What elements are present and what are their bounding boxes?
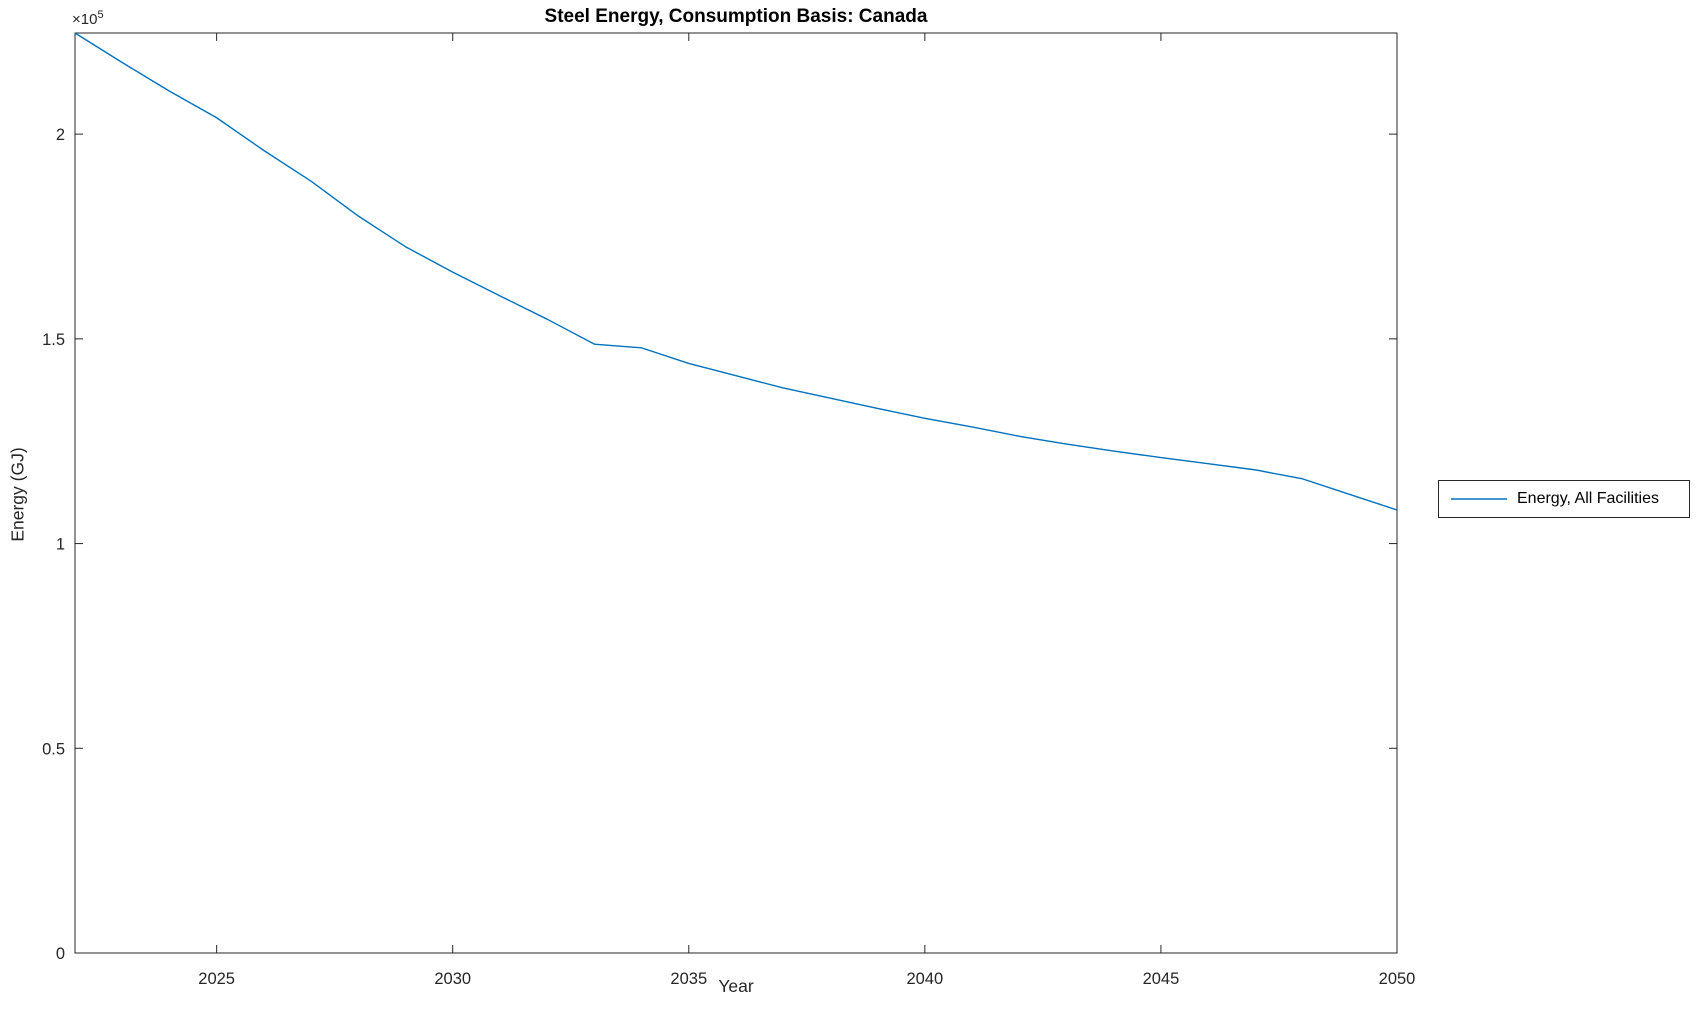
series-line xyxy=(74,32,1398,511)
legend: Energy, All Facilities xyxy=(1438,480,1690,518)
x-tick-label: 2050 xyxy=(1379,970,1416,988)
chart-title: Steel Energy, Consumption Basis: Canada xyxy=(544,6,928,27)
y-tick-label: 1 xyxy=(56,536,65,554)
x-axis-label: Year xyxy=(718,976,754,996)
y-axis-exponent-power: 5 xyxy=(97,9,104,21)
y-axis-label: Energy (GJ) xyxy=(7,447,28,542)
legend-item-label: Energy, All Facilities xyxy=(1517,490,1659,507)
legend-line-sample-icon xyxy=(1451,498,1507,500)
y-tick-label: 2 xyxy=(56,126,65,144)
x-tick-label: 2030 xyxy=(434,970,471,988)
x-tick-label: 2035 xyxy=(670,970,707,988)
x-tick-label: 2025 xyxy=(198,970,235,988)
x-tick-label: 2045 xyxy=(1143,970,1180,988)
x-tick-label: 2040 xyxy=(906,970,943,988)
y-tick-label: 1.5 xyxy=(42,331,65,349)
y-axis-exponent-base: ×10 xyxy=(72,11,98,28)
axes-box xyxy=(74,32,1398,954)
y-axis-exponent: ×105 xyxy=(72,9,104,28)
y-tick-label: 0 xyxy=(56,945,65,963)
y-tick-label: 0.5 xyxy=(42,740,65,758)
